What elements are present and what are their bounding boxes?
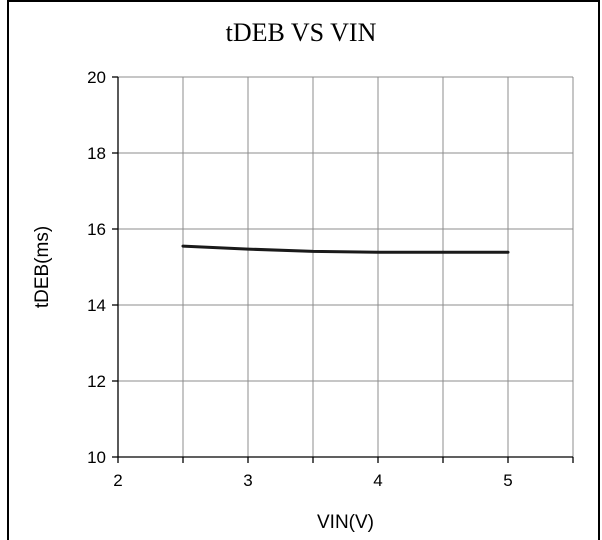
y-tick-labels: 10 12 14 16 18 20 — [87, 68, 106, 467]
y-tick-label: 16 — [87, 220, 106, 239]
y-tick-label: 14 — [87, 296, 106, 315]
y-tick-label: 20 — [87, 68, 106, 87]
chart-frame — [7, 0, 600, 540]
y-tick-label: 10 — [87, 448, 106, 467]
y-axis-label: tDEB(ms) — [32, 226, 53, 308]
x-tick-labels: 2 3 4 5 — [113, 471, 512, 490]
x-tick-label: 2 — [113, 471, 122, 490]
axes — [112, 76, 574, 463]
x-tick-label: 4 — [373, 471, 382, 490]
y-tick-label: 12 — [87, 372, 106, 391]
series-line — [181, 244, 510, 254]
x-tick-label: 5 — [503, 471, 512, 490]
grid-lines — [118, 76, 574, 457]
chart-title: tDEB VS VIN — [225, 18, 377, 47]
x-axis-label: VIN(V) — [317, 512, 374, 533]
x-tick-label: 3 — [243, 471, 252, 490]
series-group — [181, 244, 510, 254]
y-tick-label: 18 — [87, 144, 106, 163]
